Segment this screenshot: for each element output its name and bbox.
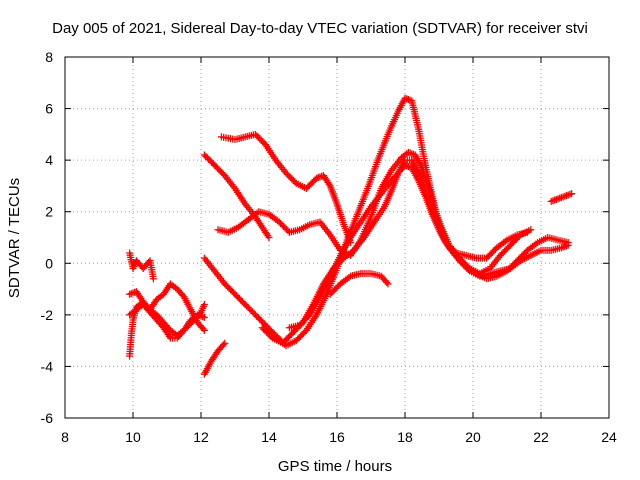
x-axis-label: GPS time / hours xyxy=(278,458,392,475)
y-tick-label: -4 xyxy=(41,358,54,374)
x-tick-label: 20 xyxy=(465,429,481,445)
y-tick-labels: -6 -4 -2 0 2 4 6 8 xyxy=(41,49,54,426)
series-arc-12 xyxy=(326,270,392,298)
data-points xyxy=(126,94,576,378)
data-point xyxy=(200,313,208,321)
series-arc-4 xyxy=(126,301,208,342)
axis-ticks xyxy=(64,56,610,419)
data-point xyxy=(149,275,157,283)
data-point xyxy=(199,325,207,333)
series-arc-5 xyxy=(200,339,229,378)
x-tick-label: 24 xyxy=(601,429,617,445)
data-point xyxy=(200,301,208,309)
x-tick-label: 12 xyxy=(193,429,209,445)
series-arc-1 xyxy=(126,249,157,283)
x-tick-label: 8 xyxy=(61,429,69,445)
data-point xyxy=(265,234,273,241)
y-tick-label: 4 xyxy=(45,152,53,168)
data-point xyxy=(527,226,535,234)
x-tick-label: 22 xyxy=(533,429,549,445)
x-tick-label: 18 xyxy=(397,429,413,445)
x-tick-label: 16 xyxy=(329,429,345,445)
y-tick-label: 2 xyxy=(45,204,53,220)
x-tick-label: 14 xyxy=(261,429,277,445)
series-arc-11 xyxy=(285,161,535,332)
chart-title: Day 005 of 2021, Sidereal Day-to-day VTE… xyxy=(52,20,588,37)
x-tick-labels: 8 10 12 14 16 18 20 22 24 xyxy=(61,429,617,445)
data-point xyxy=(221,339,229,347)
data-point xyxy=(568,190,576,198)
y-tick-label: 8 xyxy=(45,49,53,65)
data-point xyxy=(384,280,392,288)
y-tick-label: -6 xyxy=(41,410,54,426)
data-point xyxy=(383,278,391,286)
y-tick-label: 6 xyxy=(45,101,53,117)
y-tick-label: -2 xyxy=(41,307,54,323)
data-point xyxy=(219,341,227,349)
y-tick-label: 0 xyxy=(45,255,53,271)
data-point xyxy=(200,326,208,334)
data-point xyxy=(564,239,572,247)
series-arc-13 xyxy=(547,190,576,205)
x-tick-label: 10 xyxy=(125,429,141,445)
grid-lines xyxy=(65,57,609,418)
y-axis-label: SDTVAR / TECUs xyxy=(6,178,23,298)
